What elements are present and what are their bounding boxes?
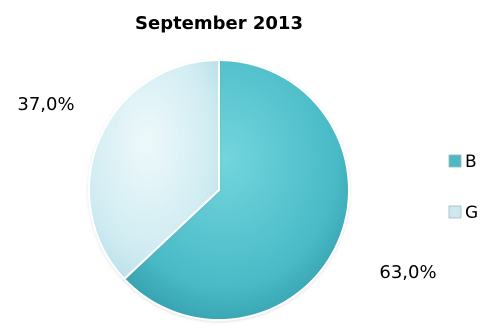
legend-label-g: G [465, 203, 478, 223]
data-label-g: 37,0% [17, 94, 74, 115]
pie-slice-b [122, 58, 350, 321]
legend-label-b: B [465, 152, 477, 172]
chart-title: September 2013 [135, 13, 303, 34]
legend-item-b: B [448, 152, 477, 172]
data-label-b: 63,0% [379, 262, 436, 283]
pie-slice-g [88, 58, 220, 281]
legend-swatch-g [448, 205, 462, 219]
legend-item-g: G [448, 203, 478, 223]
legend-swatch-b [448, 154, 462, 168]
